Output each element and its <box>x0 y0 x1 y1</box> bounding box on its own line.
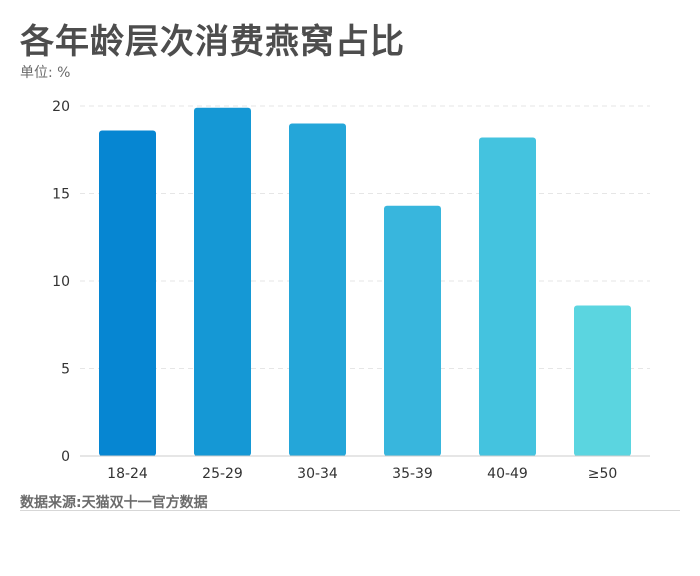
chart-title: 各年龄层次消费燕窝占比 <box>20 22 405 62</box>
x-tick-label-1: 25-29 <box>202 466 243 482</box>
bar-40-49 <box>479 137 536 456</box>
y-tick-label-3: 15 <box>52 187 70 203</box>
bar-30-34 <box>289 123 346 456</box>
chart-unit-label: 单位: % <box>20 65 71 81</box>
x-tick-label-0: 18-24 <box>107 466 148 482</box>
x-tick-label-3: 35-39 <box>392 466 433 482</box>
data-source-note: 数据来源:天猫双十一官方数据 <box>20 495 208 511</box>
footer-divider <box>20 510 680 511</box>
bar-18-24 <box>99 130 156 456</box>
y-tick-label-2: 10 <box>52 274 70 290</box>
x-tick-label-5: ≥50 <box>588 466 618 482</box>
y-tick-label-0: 0 <box>61 449 70 465</box>
y-tick-label-4: 20 <box>52 99 70 115</box>
x-tick-label-2: 30-34 <box>297 466 338 482</box>
bar-25-29 <box>194 107 251 456</box>
x-tick-label-4: 40-49 <box>487 466 528 482</box>
bar-≥50 <box>574 305 631 456</box>
y-tick-label-1: 5 <box>61 362 70 378</box>
bar-35-39 <box>384 205 441 456</box>
